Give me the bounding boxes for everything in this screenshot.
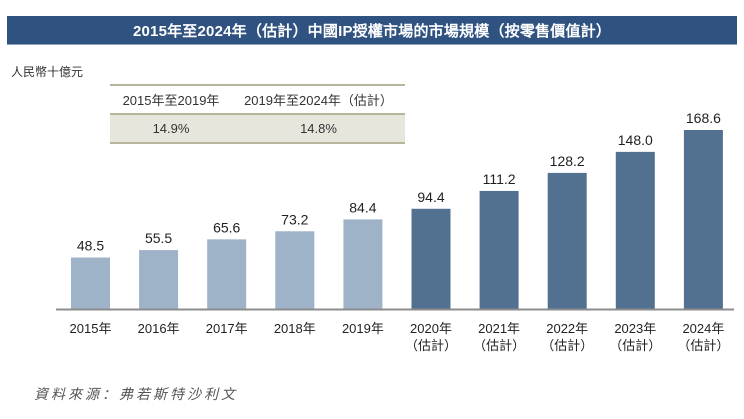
value-label: 94.4 <box>417 189 444 205</box>
x-tick-sublabel: （估計） <box>609 338 661 353</box>
value-label: 48.5 <box>77 238 104 254</box>
cagr-table: 2015年至2019年 2019年至2024年（估計） 14.9% 14.8% <box>110 84 405 144</box>
chart-title: 2015年至2024年（估計）中國IP授權市場的市場規模（按零售價值計） <box>132 22 612 40</box>
bar-2018年 <box>275 231 315 309</box>
x-tick-sublabel: （估計） <box>405 338 457 353</box>
chart-title-bar: 2015年至2024年（估計）中國IP授權市場的市場規模（按零售價值計） <box>7 16 737 45</box>
source-note: 資料來源：弗若斯特沙利文 <box>34 386 238 402</box>
value-label: 65.6 <box>213 219 240 235</box>
x-tick-label: 2024年 <box>682 321 724 336</box>
cagr-header-1: 2015年至2019年 <box>122 93 220 108</box>
cagr-value-row: 14.9% 14.8% <box>110 115 405 142</box>
bar-2021年 <box>479 190 519 309</box>
value-label: 84.4 <box>349 199 376 215</box>
value-label: 128.2 <box>550 153 585 169</box>
table-rule-mid <box>110 113 405 115</box>
bar-2023年 <box>615 151 655 309</box>
x-tick-label: 2015年 <box>70 321 112 336</box>
bar-2015年 <box>71 257 110 309</box>
bar-2024年 <box>683 130 723 309</box>
cagr-header-2: 2019年至2024年（估計） <box>244 93 393 108</box>
value-label: 148.0 <box>618 132 653 148</box>
bar-2022年 <box>547 172 587 309</box>
cagr-value-1: 14.9% <box>152 121 190 136</box>
value-label: 73.2 <box>281 211 308 227</box>
x-tick-sublabel: （估計） <box>541 338 593 353</box>
unit-label: 人民幣十億元 <box>11 65 84 79</box>
table-rule-top <box>110 84 405 86</box>
cagr-value-2: 14.8% <box>300 121 337 136</box>
bar-2019年 <box>343 219 383 309</box>
table-rule-bottom <box>110 142 405 144</box>
bar-2020年 <box>411 208 451 309</box>
x-tick-sublabel: （估計） <box>473 338 525 353</box>
x-tick-sublabel: （估計） <box>677 338 729 353</box>
x-tick-label: 2018年 <box>274 321 316 336</box>
value-label: 168.6 <box>686 110 721 126</box>
cagr-header-row: 2015年至2019年 2019年至2024年（估計） <box>110 86 405 113</box>
x-tick-label: 2017年 <box>206 321 248 336</box>
value-label: 111.2 <box>483 171 516 187</box>
x-tick-label: 2022年 <box>546 321 588 336</box>
x-tick-label: 2016年 <box>138 321 180 336</box>
value-label: 55.5 <box>145 230 172 246</box>
x-tick-label: 2019年 <box>342 321 384 336</box>
x-tick-label: 2021年 <box>478 321 520 336</box>
bar-2016年 <box>139 250 179 309</box>
x-tick-label: 2023年 <box>614 321 656 336</box>
bar-2017年 <box>207 239 247 309</box>
x-tick-label: 2020年 <box>410 321 452 336</box>
